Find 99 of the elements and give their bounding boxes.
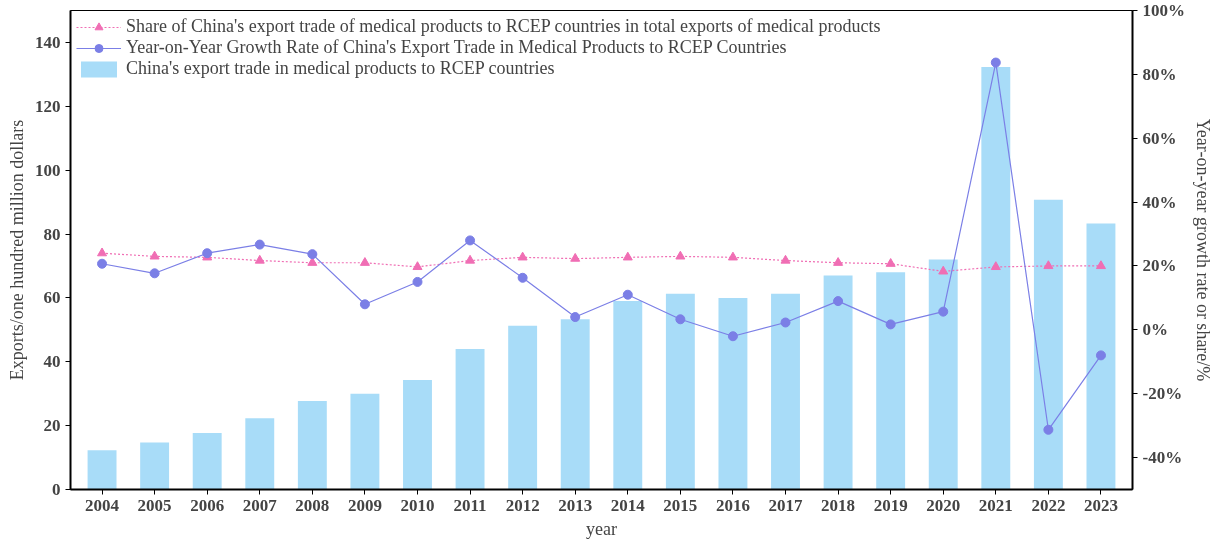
point xyxy=(570,252,581,262)
y2-tick-label: -20% xyxy=(1142,384,1183,404)
x-tick-label: 2015 xyxy=(663,495,698,515)
bar xyxy=(876,272,906,490)
x-tick-label: 2020 xyxy=(926,495,961,515)
point xyxy=(412,276,423,287)
x-tick-label: 2011 xyxy=(453,495,487,515)
y2-tick-label: 0% xyxy=(1142,320,1168,340)
point xyxy=(465,235,476,246)
bar xyxy=(718,297,748,490)
bar xyxy=(981,67,1011,490)
point xyxy=(465,254,476,264)
bar xyxy=(508,325,538,490)
point xyxy=(254,239,265,250)
point xyxy=(727,251,738,261)
y-tick-label: 20 xyxy=(43,416,61,436)
bar xyxy=(560,319,590,490)
y-tick-label: 120 xyxy=(35,96,61,116)
x-tick-label: 2005 xyxy=(137,495,172,515)
x-axis-title: year xyxy=(586,518,617,539)
y-tick-label: 0 xyxy=(52,480,61,499)
point xyxy=(622,289,633,300)
bar xyxy=(771,293,800,490)
point xyxy=(1095,260,1106,270)
y2-tick-label: 20% xyxy=(1142,256,1177,276)
point xyxy=(833,296,844,307)
bar xyxy=(350,393,380,490)
y-axis-title: Exports/one hundred million dollars xyxy=(7,119,27,381)
y2-tick-label: 60% xyxy=(1142,128,1177,148)
bar xyxy=(297,401,327,490)
point xyxy=(149,268,160,279)
x-tick-label: 2007 xyxy=(242,495,278,515)
bar xyxy=(928,259,958,490)
bar xyxy=(613,301,643,490)
point xyxy=(675,250,686,260)
legend-label: Year-on-Year Growth Rate of China's Export Trade in Medical Products to RCEP Countries xyxy=(126,37,787,58)
point xyxy=(1043,424,1054,435)
bar xyxy=(192,432,222,490)
y2-tick-label: 80% xyxy=(1142,64,1177,84)
point xyxy=(570,312,581,323)
point xyxy=(885,258,896,267)
bar xyxy=(140,442,170,490)
y2-tick-label: 100% xyxy=(1142,1,1185,20)
bar xyxy=(1033,199,1063,490)
bar xyxy=(245,418,275,490)
x-tick-label: 2004 xyxy=(85,495,120,515)
x-tick-label: 2006 xyxy=(190,495,225,515)
x-tick-label: 2012 xyxy=(505,495,540,515)
x-tick-label: 2017 xyxy=(768,495,804,515)
legend-label: Share of China's export trade of medical products to RCEP countries in total exports of medical products xyxy=(126,16,881,37)
point xyxy=(833,257,844,266)
point xyxy=(885,319,896,330)
point xyxy=(675,314,686,325)
point xyxy=(727,331,738,342)
x-tick-label: 2008 xyxy=(295,495,330,515)
point xyxy=(622,251,633,261)
x-tick-label: 2016 xyxy=(715,495,750,515)
legend-label: China's export trade in medical products to RCEP countries xyxy=(126,58,555,79)
point xyxy=(254,254,265,264)
point xyxy=(990,261,1001,271)
y-tick-label: 140 xyxy=(35,32,61,52)
point xyxy=(1095,350,1106,361)
point xyxy=(97,247,108,257)
y2-tick-label: -40% xyxy=(1142,448,1183,468)
bar xyxy=(403,379,432,490)
x-tick-label: 2023 xyxy=(1083,495,1118,515)
point xyxy=(307,249,318,260)
point xyxy=(517,272,528,283)
point xyxy=(780,254,791,264)
point xyxy=(307,257,318,266)
x-tick-label: 2013 xyxy=(558,495,593,515)
x-tick-label: 2021 xyxy=(978,495,1013,515)
y-tick-label: 60 xyxy=(43,288,61,308)
bar xyxy=(1086,223,1116,490)
y2-tick-label: 40% xyxy=(1142,192,1177,212)
y2-axis-title: Year-on-year growth rate or share/% xyxy=(1193,118,1213,382)
x-tick-label: 2018 xyxy=(821,495,856,515)
bar xyxy=(823,275,853,490)
point xyxy=(938,265,949,275)
x-tick-label: 2010 xyxy=(400,495,435,515)
bar xyxy=(455,348,485,490)
bar xyxy=(87,450,117,490)
x-tick-label: 2014 xyxy=(610,495,646,515)
bar xyxy=(665,293,695,490)
point xyxy=(149,250,160,260)
point xyxy=(938,306,949,317)
y-tick-label: 100 xyxy=(35,160,61,180)
x-tick-label: 2022 xyxy=(1031,495,1066,515)
y-tick-label: 40 xyxy=(43,352,61,372)
point xyxy=(97,258,108,269)
y-tick-label: 80 xyxy=(43,224,61,244)
point xyxy=(359,257,370,266)
x-tick-label: 2019 xyxy=(873,495,908,515)
point xyxy=(517,251,528,261)
point xyxy=(359,299,370,310)
point xyxy=(1043,260,1054,270)
x-tick-label: 2009 xyxy=(347,495,382,515)
point xyxy=(780,317,791,328)
point xyxy=(412,261,423,271)
